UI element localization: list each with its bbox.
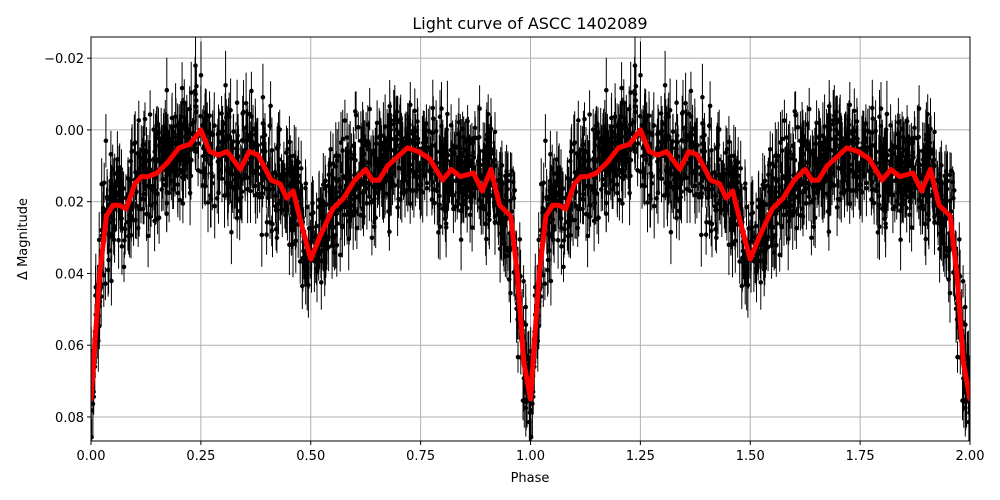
chart-title: Light curve of ASCC 1402089 [412, 14, 647, 33]
x-tick-label: 0.00 [77, 449, 106, 464]
x-tick-label: 1.75 [846, 449, 875, 464]
y-axis-ticks: −0.02 0.00 0.02 0.04 0.06 0.08 [44, 52, 91, 426]
y-tick-label: −0.02 [44, 52, 84, 67]
x-tick-label: 0.25 [186, 449, 215, 464]
x-axis-ticks: 0.00 0.25 0.50 0.75 1.00 1.25 1.50 1.75 2.00 [77, 441, 985, 464]
y-tick-label: 0.06 [55, 339, 84, 354]
x-tick-label: 0.75 [406, 449, 435, 464]
x-tick-label: 0.50 [296, 449, 325, 464]
y-axis-label: Δ Magnitude [16, 198, 31, 280]
x-tick-label: 1.25 [626, 449, 655, 464]
x-tick-label: 2.00 [956, 449, 985, 464]
x-tick-label: 1.50 [736, 449, 765, 464]
x-tick-label: 1.00 [516, 449, 545, 464]
y-tick-label: 0.08 [55, 411, 84, 426]
y-tick-label: 0.00 [55, 124, 84, 139]
x-axis-label: Phase [511, 471, 550, 486]
y-tick-label: 0.04 [55, 267, 84, 282]
y-tick-label: 0.02 [55, 196, 84, 211]
model-curve [91, 127, 970, 402]
